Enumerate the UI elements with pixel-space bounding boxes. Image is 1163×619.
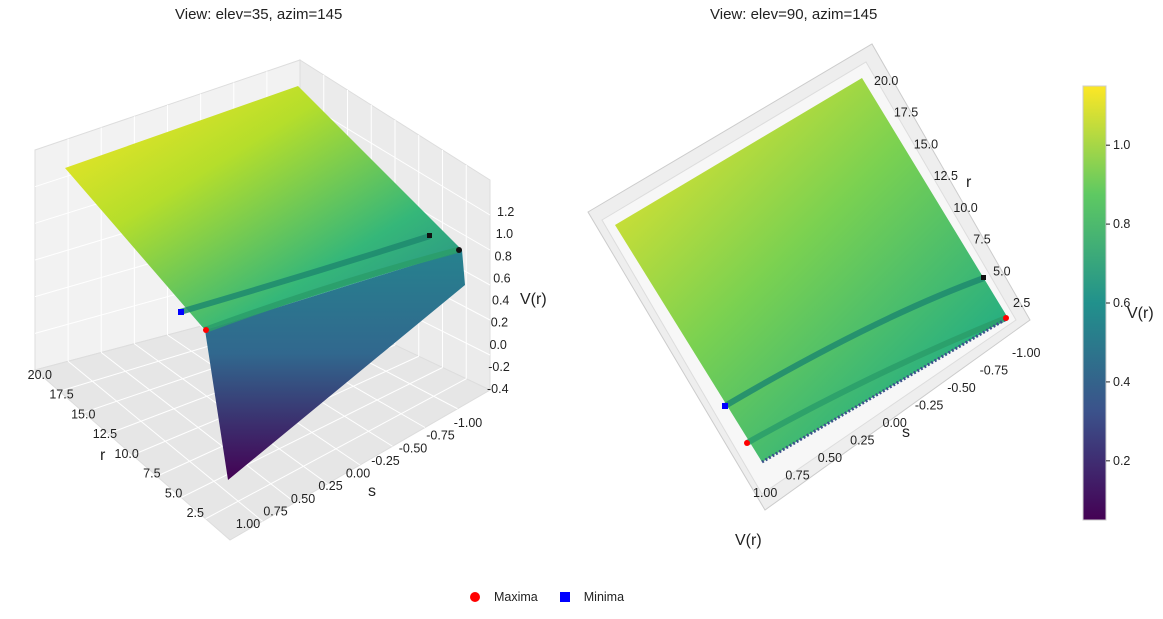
left-s-axis-label: s bbox=[368, 483, 376, 500]
left-s-tick-label: -0.75 bbox=[426, 429, 455, 443]
left-r-tick-label: 15.0 bbox=[71, 407, 95, 421]
left-minima-marker-end bbox=[427, 233, 432, 238]
right-r-tick-label: 20.0 bbox=[874, 74, 898, 88]
right-r-tick-label: 12.5 bbox=[934, 169, 958, 183]
right-r-tick-label: 5.0 bbox=[993, 264, 1010, 278]
left-r-tick-label: 5.0 bbox=[165, 486, 182, 500]
left-s-tick-label: 0.25 bbox=[318, 479, 342, 493]
left-z-tick-label: 0.6 bbox=[493, 271, 510, 285]
right-r-tick-label: 7.5 bbox=[973, 233, 990, 247]
right-r-tick-label: 10.0 bbox=[953, 201, 977, 215]
left-s-tick-label: -0.50 bbox=[399, 441, 428, 455]
left-r-tick-label: 2.5 bbox=[187, 506, 204, 520]
left-r-axis-label: r bbox=[100, 447, 106, 464]
legend-item-maxima: Maxima bbox=[470, 590, 538, 604]
left-z-tick-label: -0.4 bbox=[487, 382, 509, 396]
right-s-tick-label: 1.00 bbox=[753, 486, 777, 500]
left-z-tick-label: 1.2 bbox=[497, 205, 514, 219]
colorbar-tick-label: 0.4 bbox=[1113, 375, 1130, 389]
left-r-tick-label: 12.5 bbox=[93, 427, 117, 441]
right-r-tick-label: 2.5 bbox=[1013, 296, 1030, 310]
legend-label-minima: Minima bbox=[583, 590, 625, 604]
colorbar-tick-label: 0.2 bbox=[1113, 454, 1130, 468]
left-s-tick-label: 0.00 bbox=[346, 467, 370, 481]
right-s-tick-label: -0.25 bbox=[915, 399, 944, 413]
colorbar-tick-label: 0.6 bbox=[1113, 296, 1130, 310]
minima-marker-icon bbox=[559, 592, 570, 602]
right-r-tick-label: 17.5 bbox=[894, 106, 918, 120]
left-tick-labels: 2.55.07.510.012.515.017.520.0-1.00-0.75-… bbox=[28, 205, 515, 531]
maxima-marker-icon bbox=[470, 592, 480, 602]
right-r-axis-label: r bbox=[966, 174, 972, 191]
left-z-tick-label: 0.2 bbox=[491, 316, 508, 330]
chart-title-left: View: elev=35, azim=145 bbox=[175, 6, 343, 23]
colorbar-tick-label: 1.0 bbox=[1113, 138, 1130, 152]
right-z-axis-label: V(r) bbox=[735, 532, 762, 549]
right-maxima-marker-end bbox=[1003, 315, 1009, 321]
colorbar-ticks: 0.2 0.4 0.6 0.8 1.0 bbox=[1106, 138, 1130, 468]
left-minima-marker bbox=[178, 309, 184, 315]
grid-line bbox=[181, 367, 443, 498]
right-s-tick-label: 0.25 bbox=[850, 434, 874, 448]
left-s-tick-label: 0.50 bbox=[291, 492, 315, 506]
right-s-tick-label: -1.00 bbox=[1012, 346, 1041, 360]
left-z-tick-label: 1.0 bbox=[496, 227, 513, 241]
left-surface bbox=[65, 86, 465, 480]
left-maxima-marker-end bbox=[456, 247, 462, 253]
left-r-tick-label: 7.5 bbox=[143, 467, 160, 481]
right-minima-marker bbox=[722, 403, 728, 409]
left-z-tick-label: 0.4 bbox=[492, 294, 509, 308]
right-maxima-curve bbox=[745, 315, 1008, 446]
right-s-tick-label: -0.50 bbox=[947, 381, 976, 395]
legend-item-minima: Minima bbox=[559, 590, 625, 604]
left-z-axis-label: V(r) bbox=[520, 291, 547, 308]
colorbar-tick-label: 0.8 bbox=[1113, 217, 1130, 231]
right-surface-top bbox=[615, 78, 1008, 462]
left-maxima-curve bbox=[203, 247, 459, 333]
right-s-axis-label: s bbox=[902, 424, 910, 441]
grid-line bbox=[299, 99, 491, 216]
chart-title-right: View: elev=90, azim=145 bbox=[710, 6, 878, 23]
right-s-tick-label: 0.00 bbox=[883, 416, 907, 430]
left-s-tick-label: -0.25 bbox=[371, 454, 400, 468]
left-surface-cliff bbox=[205, 250, 465, 480]
right-maxima-marker bbox=[744, 440, 750, 446]
colorbar-label: V(r) bbox=[1127, 305, 1154, 322]
right-minima-marker-end bbox=[981, 275, 986, 280]
grid-line bbox=[205, 378, 467, 520]
left-r-tick-label: 20.0 bbox=[28, 368, 52, 382]
left-z-tick-label: -0.2 bbox=[488, 360, 510, 374]
right-surface bbox=[615, 78, 1009, 464]
left-r-tick-label: 17.5 bbox=[49, 388, 73, 402]
left-z-tick-label: 0.8 bbox=[495, 249, 512, 263]
legend: Maxima Minima bbox=[470, 590, 646, 604]
right-r-tick-label: 15.0 bbox=[914, 137, 938, 151]
left-z-tick-label: 0.0 bbox=[490, 338, 507, 352]
legend-label-maxima: Maxima bbox=[494, 590, 538, 604]
colorbar bbox=[1082, 85, 1107, 521]
left-s-tick-label: 0.75 bbox=[263, 504, 287, 518]
left-surface-top bbox=[65, 86, 462, 330]
left-s-tick-label: -1.00 bbox=[454, 416, 483, 430]
right-lower-edge bbox=[761, 316, 1009, 464]
right-tick-labels: 2.55.07.510.012.515.017.520.0-1.00-0.75-… bbox=[753, 74, 1041, 500]
right-s-tick-label: 0.75 bbox=[785, 469, 809, 483]
right-s-tick-label: -0.75 bbox=[980, 364, 1009, 378]
left-r-tick-label: 10.0 bbox=[115, 447, 139, 461]
left-minima-curve bbox=[179, 233, 431, 315]
left-s-tick-label: 1.00 bbox=[236, 517, 260, 531]
right-s-tick-label: 0.50 bbox=[818, 451, 842, 465]
right-minima-curve bbox=[723, 275, 986, 409]
left-maxima-marker bbox=[203, 327, 209, 333]
